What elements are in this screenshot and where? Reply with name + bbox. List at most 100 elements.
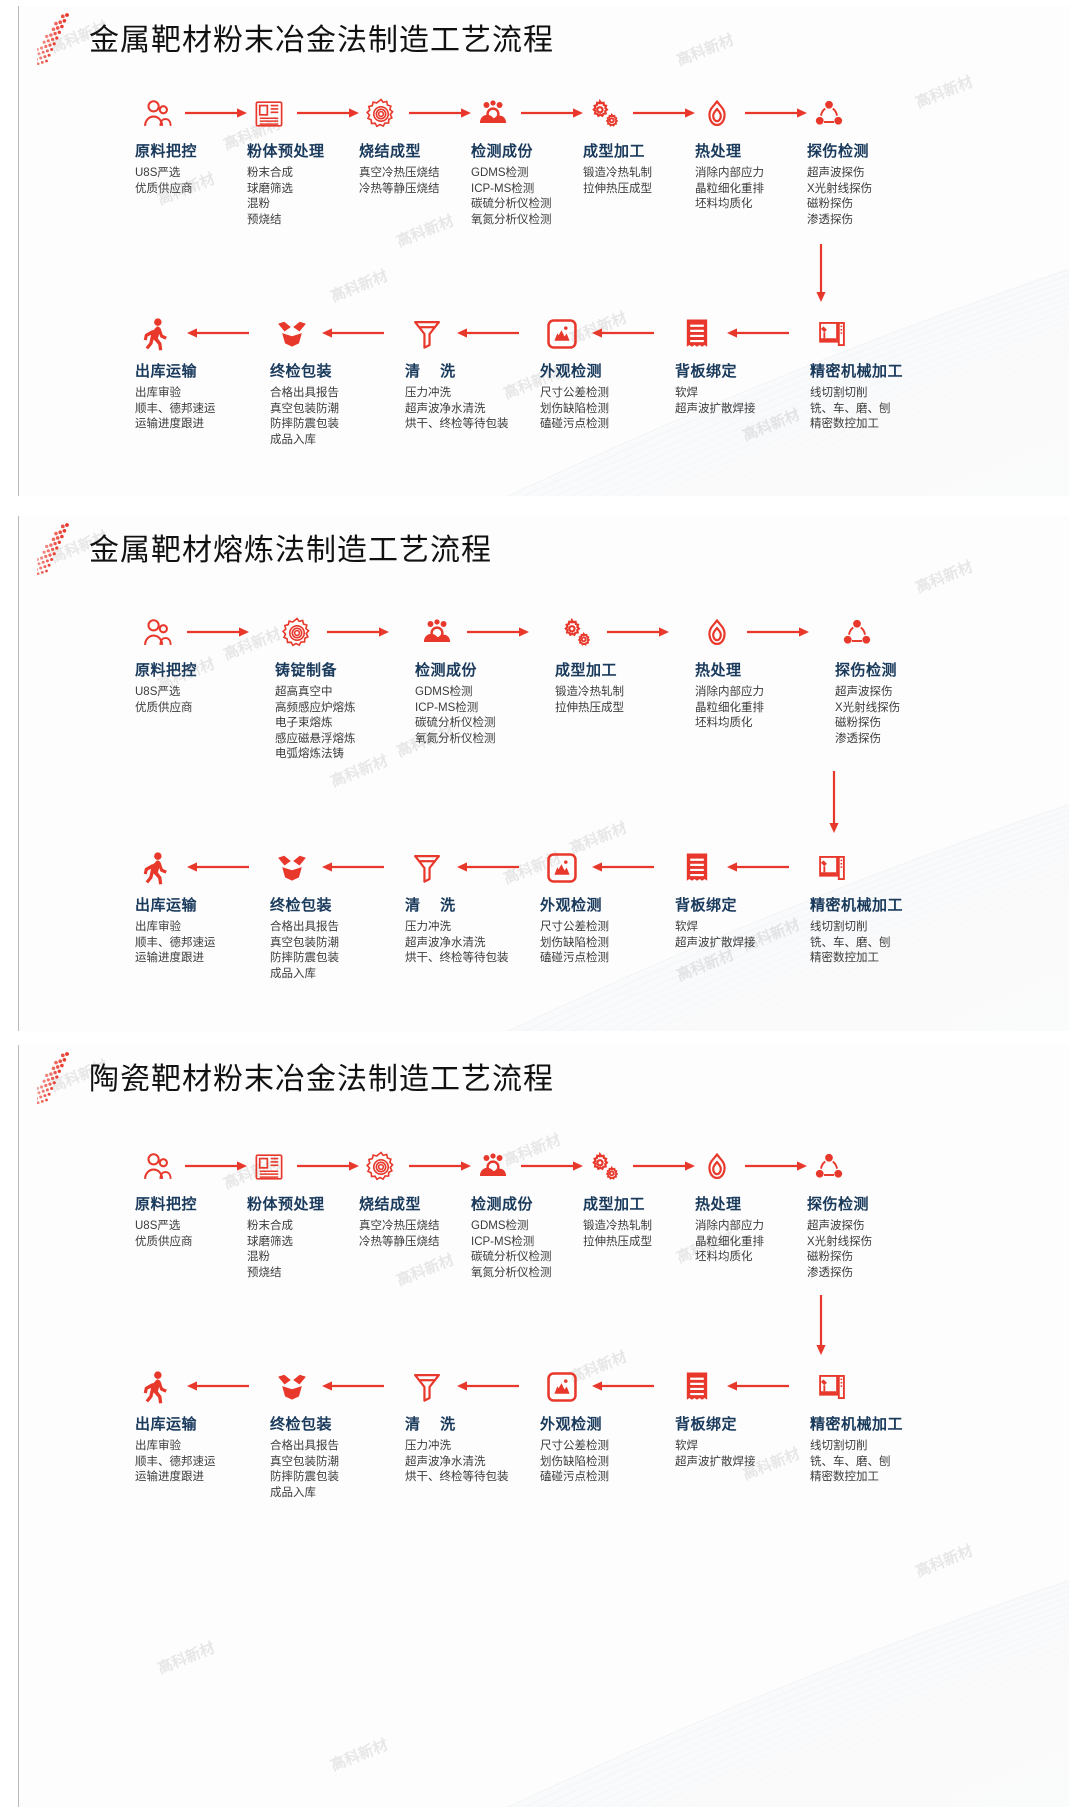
process-step-探伤检测[interactable]: 探伤检测 超声波探伤 X光射线探伤 磁粉探伤 渗透探伤 (807, 92, 919, 228)
step-detail-line: 尺寸公差检测 (540, 387, 609, 399)
process-step-终检包装[interactable]: 终检包装 合格出具报告 真空包装防潮 防摔防震包装 成品入库 (270, 312, 405, 448)
process-step-清洗[interactable]: 清 洗 压力冲洗 超声波净水清洗 烘干、终检等待包装 (405, 312, 540, 448)
process-step-热处理[interactable]: 热处理 消除内部应力 晶粒细化重排 坯料均质化 (695, 611, 835, 763)
step-detail-line: 冷热等静压烧结 (359, 182, 440, 195)
process-step-检测成份[interactable]: 检测成份 GDMS检测 ICP-MS检测 碳硫分析仪检测 氧氮分析仪检测 (471, 1145, 583, 1281)
step-detail-line: 粉末合成 (247, 167, 293, 179)
icon-line (807, 1145, 919, 1189)
step-detail-line: U8S严选 (135, 686, 181, 698)
powder-machine-icon (247, 94, 291, 134)
step-detail-list: 出库审验 顺丰、德邦速运 运输进度跟进 (135, 920, 260, 967)
icon-line (135, 846, 270, 890)
funnel-icon (405, 314, 449, 354)
step-detail-line: 超声波探伤 (807, 167, 865, 179)
icon-line (135, 1145, 247, 1189)
process-step-外观检测[interactable]: 外观检测 尺寸公差检测 划伤缺陷检测 磕碰污点检测 (540, 1365, 675, 1501)
process-step-精密机械加工[interactable]: 精密机械加工 线切割切削 铣、车、磨、刨 精密数控加工 (810, 1365, 945, 1501)
process-step-成型加工[interactable]: 成型加工 锻造冷热轧制 拉伸热压成型 (583, 1145, 695, 1281)
step-detail-line: 划伤缺陷检测 (540, 1455, 609, 1468)
process-step-外观检测[interactable]: 外观检测 尺寸公差检测 划伤缺陷检测 磕碰污点检测 (540, 312, 675, 448)
process-step-探伤检测[interactable]: 探伤检测 超声波探伤 X光射线探伤 磁粉探伤 渗透探伤 (835, 611, 975, 763)
process-step-精密机械加工[interactable]: 精密机械加工 线切割切削 铣、车、磨、刨 精密数控加工 (810, 846, 945, 982)
process-step-探伤检测[interactable]: 探伤检测 超声波探伤 X光射线探伤 磁粉探伤 渗透探伤 (807, 1145, 919, 1281)
process-step-检测成份[interactable]: 检测成份 GDMS检测 ICP-MS检测 碳硫分析仪检测 氧氮分析仪检测 (415, 611, 555, 763)
step-title: 出库运输 (135, 1416, 198, 1433)
step-detail-line: 渗透探伤 (807, 213, 853, 226)
flow-row: 原料把控 U8S严选 优质供应商 铸锭制备 超高真空中 高频感应炉熔炼 电子束熔炼 感应… (77, 611, 991, 763)
step-detail-line: 氧氮分析仪检测 (471, 213, 552, 226)
process-step-原料把控[interactable]: 原料把控 U8S严选 优质供应商 (135, 1145, 247, 1281)
step-detail-list: 锻造冷热轧制 拉伸热压成型 (583, 166, 691, 197)
icon-line (675, 312, 810, 356)
flow-arrow-right (327, 625, 409, 639)
person-check-icon (135, 94, 179, 134)
step-detail-line: 混粉 (247, 1251, 270, 1263)
watermark: 高科新材 (328, 1737, 391, 1775)
process-step-成型加工[interactable]: 成型加工 锻造冷热轧制 拉伸热压成型 (583, 92, 695, 228)
section-header: 金属靶材熔炼法制造工艺流程 (19, 516, 1069, 580)
step-detail-line: ICP-MS检测 (471, 1235, 535, 1248)
step-detail-line: 高频感应炉熔炼 (275, 701, 356, 714)
step-detail-list: 真空冷热压烧结 冷热等静压烧结 (359, 1219, 467, 1250)
process-step-清洗[interactable]: 清 洗 压力冲洗 超声波净水清洗 烘干、终检等待包装 (405, 1365, 540, 1501)
gears-icon (555, 613, 599, 653)
process-step-检测成份[interactable]: 检测成份 GDMS检测 ICP-MS检测 碳硫分析仪检测 氧氮分析仪检测 (471, 92, 583, 228)
flame-icon (695, 613, 739, 653)
step-detail-line: 超声波探伤 (835, 686, 893, 698)
funnel-icon (405, 848, 449, 888)
step-detail-line: GDMS检测 (471, 167, 529, 179)
step-detail-line: 合格出具报告 (270, 387, 339, 399)
step-detail-line: 感应磁悬浮熔炼 (275, 732, 356, 745)
step-title: 清 洗 (405, 1416, 464, 1433)
icon-line (471, 1145, 583, 1189)
flow-arrow-right (633, 1159, 695, 1173)
step-detail-line: 压力冲洗 (405, 387, 451, 399)
step-title: 终检包装 (270, 363, 333, 380)
icon-line (270, 846, 405, 890)
process-step-烧结成型[interactable]: 烧结成型 真空冷热压烧结 冷热等静压烧结 (359, 1145, 471, 1281)
step-title: 背板绑定 (675, 897, 738, 914)
step-detail-line: 磕碰污点检测 (540, 952, 609, 964)
step-detail-line: X光射线探伤 (807, 1235, 873, 1248)
step-title: 外观检测 (540, 1416, 603, 1433)
process-step-精密机械加工[interactable]: 精密机械加工 线切割切削 铣、车、磨、刨 精密数控加工 (810, 312, 945, 448)
step-detail-line: 消除内部应力 (695, 167, 764, 179)
process-step-终检包装[interactable]: 终检包装 合格出具报告 真空包装防潮 防摔防震包装 成品入库 (270, 1365, 405, 1501)
process-step-清洗[interactable]: 清 洗 压力冲洗 超声波净水清洗 烘干、终检等待包装 (405, 846, 540, 982)
process-step-终检包装[interactable]: 终检包装 合格出具报告 真空包装防潮 防摔防震包装 成品入库 (270, 846, 405, 982)
step-detail-line: 顺丰、德邦速运 (135, 936, 216, 949)
flow-arrow-left (727, 326, 805, 340)
process-step-粉体预处理[interactable]: 粉体预处理 粉末合成 球磨筛选 混粉 预烧结 (247, 92, 359, 228)
process-step-出库运输[interactable]: 出库运输 出库审验 顺丰、德邦速运 运输进度跟进 (135, 846, 270, 982)
process-step-成型加工[interactable]: 成型加工 锻造冷热轧制 拉伸热压成型 (555, 611, 695, 763)
process-step-烧结成型[interactable]: 烧结成型 真空冷热压烧结 冷热等静压烧结 (359, 92, 471, 228)
step-detail-line: 真空冷热压烧结 (359, 1220, 440, 1232)
walking-person-icon (135, 848, 179, 888)
process-step-铸锭制备[interactable]: 铸锭制备 超高真空中 高频感应炉熔炼 电子束熔炼 感应磁悬浮熔炼 电弧熔炼法铸 (275, 611, 415, 763)
process-step-出库运输[interactable]: 出库运输 出库审验 顺丰、德邦速运 运输进度跟进 (135, 1365, 270, 1501)
process-step-粉体预处理[interactable]: 粉体预处理 粉末合成 球磨筛选 混粉 预烧结 (247, 1145, 359, 1281)
process-step-外观检测[interactable]: 外观检测 尺寸公差检测 划伤缺陷检测 磕碰污点检测 (540, 846, 675, 982)
gears-icon (583, 1147, 627, 1187)
process-step-背板绑定[interactable]: 背板绑定 软焊 超声波扩散焊接 (675, 1365, 810, 1501)
process-step-原料把控[interactable]: 原料把控 U8S严选 优质供应商 (135, 611, 275, 763)
step-detail-line: 预烧结 (247, 1266, 282, 1279)
process-step-背板绑定[interactable]: 背板绑定 软焊 超声波扩散焊接 (675, 312, 810, 448)
process-step-热处理[interactable]: 热处理 消除内部应力 晶粒细化重排 坯料均质化 (695, 92, 807, 228)
flow-arrow-left (457, 860, 535, 874)
plate-bond-icon (675, 314, 719, 354)
process-step-热处理[interactable]: 热处理 消除内部应力 晶粒细化重排 坯料均质化 (695, 1145, 807, 1281)
step-detail-list: 尺寸公差检测 划伤缺陷检测 磕碰污点检测 (540, 386, 665, 433)
icon-line (695, 92, 807, 136)
step-detail-line: 坯料均质化 (695, 198, 753, 210)
step-title: 探伤检测 (807, 143, 870, 160)
flow-arrow-right (521, 1159, 583, 1173)
process-step-出库运输[interactable]: 出库运输 出库审验 顺丰、德邦速运 运输进度跟进 (135, 312, 270, 448)
icon-line (835, 611, 975, 655)
gear-ring-icon (275, 613, 319, 653)
flow-arrow-right (607, 625, 689, 639)
process-step-背板绑定[interactable]: 背板绑定 软焊 超声波扩散焊接 (675, 846, 810, 982)
process-step-原料把控[interactable]: 原料把控 U8S严选 优质供应商 (135, 92, 247, 228)
step-detail-list: U8S严选 优质供应商 (135, 685, 265, 716)
icon-line (405, 312, 540, 356)
